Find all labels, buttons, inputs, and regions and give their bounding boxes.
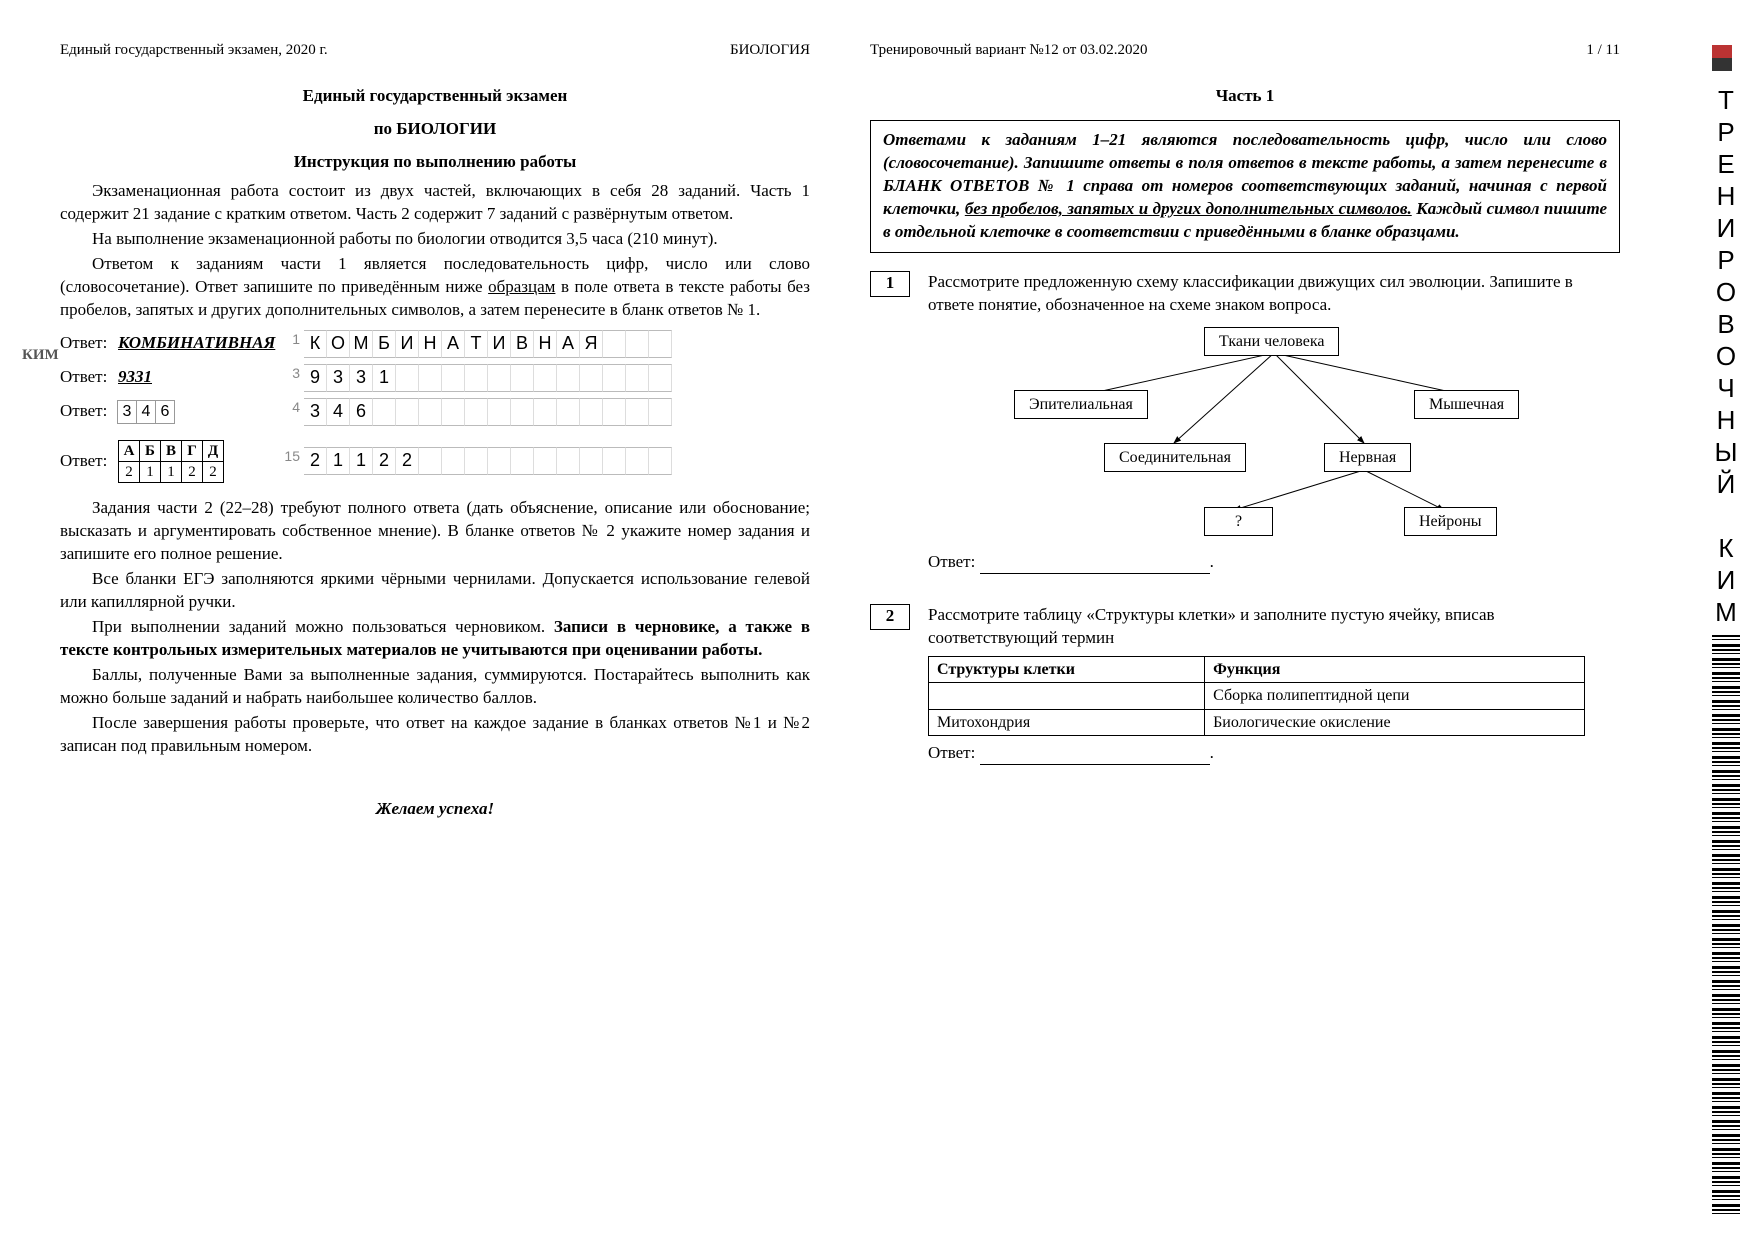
side-strip: ТРЕНИРОВОЧНЫЙ КИМ № 200203 xyxy=(1706,45,1744,1195)
para-2: На выполнение экзаменационной работы по … xyxy=(60,228,810,251)
example-row-2: Ответ: 9331 3 9331 xyxy=(60,364,810,392)
task-1-text: Рассмотрите предложенную схему классифик… xyxy=(928,271,1620,317)
task-2-number: 2 xyxy=(870,604,910,630)
example-4-table: АБВГД 21122 xyxy=(118,440,224,484)
barcode-icon xyxy=(1712,635,1740,1215)
left-column: Единый государственный экзамен, 2020 г. … xyxy=(60,40,810,820)
example-3-grid: 4 346 xyxy=(284,398,672,426)
example-2-grid: 3 9331 xyxy=(284,364,672,392)
task-1-answer-blank[interactable] xyxy=(980,559,1210,574)
para-6: При выполнении заданий можно пользоватьс… xyxy=(60,616,810,662)
header-exam: Единый государственный экзамен, 2020 г. xyxy=(60,40,328,60)
task-1-answer: Ответ: . xyxy=(928,551,1620,574)
example-row-3: Ответ: 3 4 6 4 346 xyxy=(60,398,810,426)
header-subject: БИОЛОГИЯ xyxy=(730,40,810,60)
para-4: Задания части 2 (22–28) требуют полного … xyxy=(60,497,810,566)
para-8: После завершения работы проверьте, что о… xyxy=(60,712,810,758)
instruction-box: Ответами к заданиям 1–21 являются послед… xyxy=(870,120,1620,253)
task-2-answer: Ответ: . xyxy=(928,742,1620,765)
header-left: Единый государственный экзамен, 2020 г. … xyxy=(60,40,810,60)
header-page: 1 / 11 xyxy=(1586,40,1620,60)
node-l1b: Мышечная xyxy=(1414,390,1519,420)
node-l1a: Эпителиальная xyxy=(1014,390,1148,420)
answer-examples: Ответ: КОМБИНАТИВНАЯ 1 КОМБИНАТИВНАЯ Отв… xyxy=(60,330,810,484)
task-2-text: Рассмотрите таблицу «Структуры клетки» и… xyxy=(928,604,1620,650)
node-top: Ткани человека xyxy=(1204,327,1339,357)
side-logo-icon xyxy=(1712,45,1732,71)
example-row-1: Ответ: КОМБИНАТИВНАЯ 1 КОМБИНАТИВНАЯ xyxy=(60,330,810,358)
node-l3b: Нейроны xyxy=(1404,507,1497,537)
instructions-heading: Инструкция по выполнению работы xyxy=(60,151,810,174)
task-1: 1 Рассмотрите предложенную схему классиф… xyxy=(870,271,1620,592)
header-right: Тренировочный вариант №12 от 03.02.2020 … xyxy=(870,40,1620,60)
node-l3a: ? xyxy=(1204,507,1273,537)
para-5: Все бланки ЕГЭ заполняются яркими чёрным… xyxy=(60,568,810,614)
kim-label: КИМ xyxy=(22,345,59,365)
task-1-diagram: Ткани человека Эпителиальная Мышечная Со… xyxy=(1004,325,1544,545)
good-luck: Желаем успеха! xyxy=(60,798,810,821)
para-1: Экзаменационная работа состоит из двух ч… xyxy=(60,180,810,226)
task-2-table: Структуры клеткиФункция Сборка полипепти… xyxy=(928,656,1585,737)
part-1-title: Часть 1 xyxy=(870,85,1620,108)
header-variant: Тренировочный вариант №12 от 03.02.2020 xyxy=(870,40,1148,60)
para-3: Ответом к заданиям части 1 является посл… xyxy=(60,253,810,322)
task-2-answer-blank[interactable] xyxy=(980,750,1210,765)
node-l2a: Соединительная xyxy=(1104,443,1246,473)
example-1-grid: 1 КОМБИНАТИВНАЯ xyxy=(284,330,672,358)
main-title-2: по БИОЛОГИИ xyxy=(60,118,810,141)
task-2: 2 Рассмотрите таблицу «Структуры клетки»… xyxy=(870,604,1620,784)
right-column: Тренировочный вариант №12 от 03.02.2020 … xyxy=(870,40,1620,820)
node-l2b: Нервная xyxy=(1324,443,1411,473)
example-4-grid: 15 21122 xyxy=(284,447,672,475)
example-row-4: Ответ: АБВГД 21122 15 21122 xyxy=(60,440,810,484)
task-1-number: 1 xyxy=(870,271,910,297)
para-7: Баллы, полученные Вами за выполненные за… xyxy=(60,664,810,710)
main-title-1: Единый государственный экзамен xyxy=(60,85,810,108)
